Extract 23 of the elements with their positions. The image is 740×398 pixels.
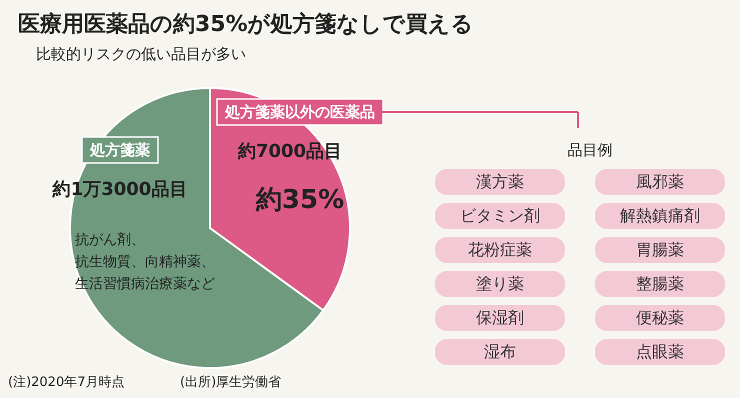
text: 湿布 xyxy=(484,342,516,361)
text: 花粉症薬 xyxy=(468,240,532,259)
text: 抗生物質、向精神薬、 xyxy=(75,254,215,270)
text: 点眼薬 xyxy=(636,342,684,361)
text: ビタミン剤 xyxy=(460,206,540,225)
text: 保湿剤 xyxy=(476,308,524,327)
text: 風邪薬 xyxy=(636,172,684,191)
data-label: 約35% xyxy=(254,185,344,215)
chart-title: 医療用医薬品の約35%が処方箋なしで買える xyxy=(18,11,474,37)
slice-label: 処方箋薬 xyxy=(89,141,150,159)
text: 便秘薬 xyxy=(636,308,684,327)
text: (出所)厚生労働省 xyxy=(180,375,282,390)
text: 整腸薬 xyxy=(636,274,684,293)
text: 品目例 xyxy=(568,141,612,159)
text: (注)2020年7月時点 xyxy=(8,375,124,390)
chart-subtitle: 比較的リスクの低い品目が多い xyxy=(36,45,246,63)
text: 漢方薬 xyxy=(476,172,524,191)
text: 約7000品目 xyxy=(236,141,342,162)
text: 解熱鎮痛剤 xyxy=(620,206,700,225)
text: 抗がん剤、 xyxy=(75,232,145,248)
slice-label: 処方箋薬以外の医薬品 xyxy=(224,103,375,121)
text: 塗り薬 xyxy=(476,274,524,293)
text: 胃腸薬 xyxy=(636,240,684,259)
